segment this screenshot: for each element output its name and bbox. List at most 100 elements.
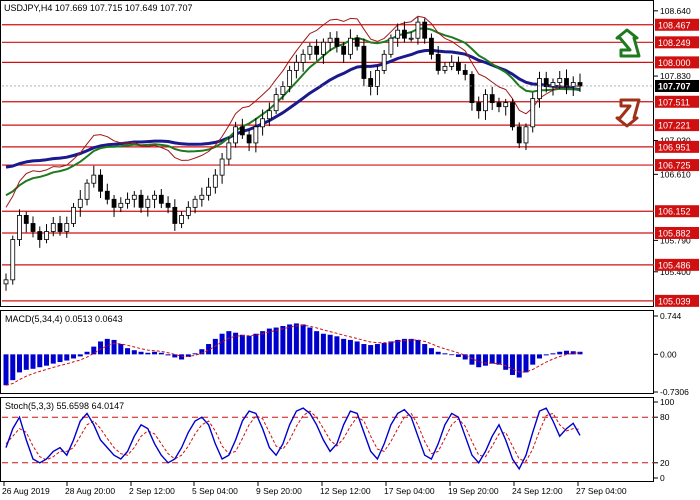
moving-average-line — [5, 15, 581, 208]
level-label: 106.725 — [658, 161, 691, 171]
macd-bar — [111, 339, 117, 355]
macd-bar — [334, 336, 340, 355]
candle-up — [131, 194, 137, 200]
candle-up — [287, 70, 293, 87]
stochastic-lines — [2, 407, 654, 471]
macd-histogram — [3, 323, 583, 386]
stochastic-axis: 100 80 20 0 — [654, 397, 674, 483]
macd-bar — [273, 327, 279, 355]
macd-bar — [361, 344, 367, 355]
macd-bar — [10, 354, 16, 381]
candle-down — [57, 223, 63, 232]
candle-up — [10, 239, 16, 281]
macd-bar — [91, 346, 97, 355]
candle-up — [375, 70, 380, 87]
macd-bar — [287, 324, 293, 355]
macd-bar — [165, 354, 171, 356]
stoch-main-line — [5, 407, 581, 471]
candle-up — [300, 53, 306, 63]
candle-up — [530, 98, 536, 128]
candle-up — [395, 29, 401, 39]
candle-down — [314, 45, 320, 55]
candle-up — [449, 61, 455, 67]
candle-down — [543, 78, 549, 87]
candle-up — [347, 37, 353, 55]
candle-up — [293, 61, 299, 71]
price-tick-label: 108.640 — [660, 6, 691, 16]
price-panel-frame — [0, 0, 654, 307]
stoch-tick-label: 0 — [660, 473, 665, 483]
time-axis: 26 Aug 2019 28 Aug 20:00 2 Sep 12:00 5 Sep … — [2, 482, 627, 496]
price-axis: 108.640 107.830 107.030 106.610 105.790 105.4… — [2, 6, 699, 307]
macd-bar — [327, 334, 333, 355]
macd-bar — [158, 352, 164, 355]
level-label-box — [655, 18, 699, 31]
candle-up — [17, 215, 22, 240]
macd-bar — [23, 354, 29, 370]
candle-up — [523, 126, 529, 144]
macd-bar — [253, 333, 259, 355]
candle-down — [361, 45, 367, 79]
candle-up — [266, 110, 272, 120]
macd-bar — [199, 349, 205, 355]
price-tick-label: 107.030 — [660, 136, 691, 146]
stoch-tick-label: 20 — [660, 458, 670, 468]
level-label: 105.039 — [658, 296, 691, 306]
candle-down — [564, 78, 569, 87]
candle-down — [158, 194, 164, 204]
candle-up — [537, 78, 542, 100]
macd-bar — [388, 341, 394, 355]
macd-bar — [30, 354, 36, 369]
macd-bar — [172, 354, 178, 358]
macd-bar — [428, 348, 434, 355]
up-arrow-icon — [615, 28, 641, 58]
candle-down — [165, 202, 171, 208]
moving-average-line — [5, 48, 581, 169]
level-label-box — [655, 56, 699, 69]
candle-up — [71, 206, 76, 224]
level-label: 107.221 — [658, 121, 691, 131]
candle-up — [206, 186, 211, 196]
macd-bar — [246, 335, 252, 355]
macd-bar — [320, 333, 326, 355]
macd-bar — [77, 354, 83, 357]
time-tick-label: 28 Aug 20:00 — [65, 486, 115, 496]
candle-up — [307, 45, 313, 55]
macd-bar — [118, 344, 124, 355]
macd-bar — [415, 339, 421, 355]
candle-up — [152, 194, 157, 200]
macd-bar — [422, 344, 428, 355]
price-tick-label: 107.830 — [660, 71, 691, 81]
candle-up — [64, 223, 70, 232]
price-tick-label: 106.610 — [660, 169, 691, 179]
macd-bar — [570, 351, 576, 355]
macd-bar — [543, 354, 549, 356]
macd-bar — [185, 354, 191, 357]
level-label-box — [655, 95, 699, 108]
macd-bar — [469, 354, 475, 365]
macd-bar — [381, 343, 387, 355]
candle-up — [280, 86, 286, 95]
macd-bar — [435, 351, 441, 355]
macd-bar — [266, 328, 272, 355]
macd-bar — [280, 325, 286, 355]
price-level-lines — [2, 24, 654, 302]
macd-bar — [449, 354, 455, 356]
candle-up — [388, 37, 394, 55]
candle-up — [260, 118, 266, 128]
candle-up — [125, 198, 130, 204]
macd-bar — [509, 354, 515, 375]
macd-bar — [354, 341, 360, 355]
macd-bar — [125, 348, 131, 355]
candle-down — [510, 102, 515, 128]
stoch-panel-frame — [0, 397, 654, 482]
level-label: 108.467 — [658, 20, 691, 30]
candle-up — [550, 82, 556, 87]
stoch-label: Stoch(5,3,3) 55.6598 64.0147 — [5, 401, 124, 411]
price-candles — [3, 17, 583, 291]
stoch-tick-label: 100 — [660, 397, 674, 407]
time-tick-label: 26 Aug 2019 — [2, 486, 50, 496]
candle-up — [179, 215, 184, 224]
stoch-tick-label: 80 — [660, 412, 670, 422]
candle-up — [185, 206, 191, 216]
